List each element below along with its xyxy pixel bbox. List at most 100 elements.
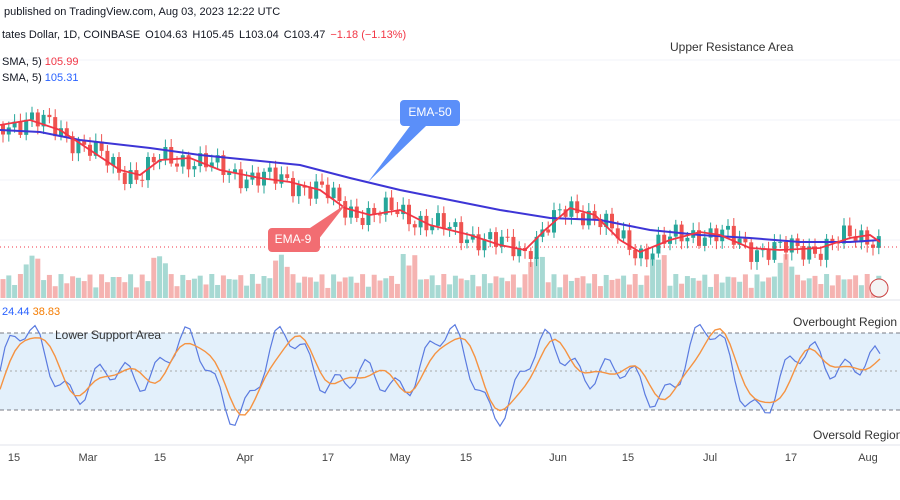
volume	[0, 254, 882, 298]
candle	[389, 197, 394, 211]
volume-bar	[273, 260, 279, 298]
volume-bar	[394, 283, 400, 298]
candle	[99, 141, 104, 151]
volume-bar	[789, 266, 795, 298]
callout-label: EMA-50	[408, 105, 452, 119]
volume-bar	[812, 275, 818, 298]
ohlc-field: L103.04	[239, 29, 279, 41]
volume-bar	[168, 274, 174, 298]
volume-bar	[348, 276, 354, 298]
candle	[447, 226, 452, 230]
volume-bar	[12, 284, 18, 298]
ema-50-line	[0, 129, 881, 243]
volume-bar	[719, 282, 725, 298]
volume-bar	[81, 281, 87, 298]
volume-bar	[389, 275, 395, 298]
volume-bar	[307, 277, 313, 298]
volume-bar	[505, 281, 511, 298]
candle	[534, 236, 539, 259]
volume-bar	[829, 285, 835, 298]
volume-bar	[650, 258, 656, 298]
x-tick-label: Jun	[549, 452, 567, 464]
candle	[343, 201, 348, 218]
candle	[279, 174, 284, 184]
volume-bar	[215, 284, 221, 298]
ohlc: O104.63 H105.45 L103.04 C103.47 −1.18 (−1.13…	[145, 29, 406, 41]
candle	[627, 230, 632, 250]
volume-bar	[139, 274, 145, 298]
volume-bar	[371, 274, 377, 298]
volume-bar	[0, 279, 6, 298]
volume-bar	[174, 286, 180, 298]
volume-bar	[41, 280, 47, 298]
volume-bar	[534, 257, 540, 298]
volume-bar	[551, 274, 557, 298]
candle	[575, 201, 580, 214]
candle	[633, 249, 638, 259]
candle	[546, 229, 551, 233]
candle	[331, 187, 336, 199]
candle	[221, 155, 226, 175]
volume-bar	[435, 285, 441, 298]
volume-bar	[52, 286, 58, 298]
candle	[436, 213, 440, 226]
volume-bar	[23, 264, 29, 298]
volume-bar	[580, 276, 586, 298]
volume-bar	[713, 274, 719, 298]
candle	[366, 207, 371, 226]
candle	[482, 239, 487, 251]
volume-bar	[696, 280, 702, 298]
volume-bar	[615, 278, 621, 298]
x-tick-label: 15	[154, 452, 166, 464]
candle	[488, 232, 493, 240]
volume-bar	[655, 259, 661, 298]
volume-bar	[151, 257, 157, 298]
volume-bar	[539, 256, 545, 298]
candle	[372, 207, 377, 215]
candle	[430, 225, 435, 231]
callout-label: EMA-9	[275, 232, 312, 246]
volume-bar	[864, 274, 870, 298]
symbol: tates Dollar, 1D, COINBASE O104.63 H105.45…	[2, 29, 406, 41]
candle	[476, 234, 481, 251]
volume-bar	[528, 262, 534, 298]
candle	[93, 141, 98, 156]
candle	[453, 222, 458, 227]
indicator-value: 105.31	[45, 72, 79, 84]
volume-bar	[360, 274, 366, 298]
indicator: SMA, 5) 105.99	[2, 56, 78, 68]
volume-bar	[568, 280, 574, 298]
candle	[441, 213, 446, 230]
candle	[470, 234, 475, 240]
candle	[18, 121, 23, 135]
candle	[697, 230, 701, 246]
volume-bar	[586, 283, 592, 298]
volume-bar	[679, 283, 685, 298]
candle	[30, 112, 34, 120]
volume-bar	[603, 274, 609, 298]
candle	[789, 238, 794, 253]
candle	[233, 169, 237, 173]
stoch-d	[0, 328, 881, 416]
candle	[64, 128, 69, 137]
volume-bar	[186, 280, 192, 298]
volume-bar	[238, 275, 244, 298]
volume-bar	[557, 287, 563, 298]
volume-bar	[232, 279, 238, 298]
x-tick-label: Aug	[858, 452, 878, 464]
volume-bar	[824, 274, 830, 298]
volume-bar	[783, 254, 789, 298]
candle	[273, 167, 278, 184]
volume-bar	[597, 286, 603, 298]
flag-icon	[869, 278, 889, 298]
candle	[204, 153, 208, 168]
ema50-callout	[368, 100, 460, 182]
x-tick-label: Jul	[703, 452, 717, 464]
x-tick-label: May	[390, 452, 411, 464]
candle	[59, 128, 63, 137]
candle	[349, 206, 353, 218]
volume-bar	[128, 274, 134, 298]
volume-bar	[592, 274, 598, 298]
candle	[807, 246, 812, 260]
volume-bar	[737, 281, 743, 298]
